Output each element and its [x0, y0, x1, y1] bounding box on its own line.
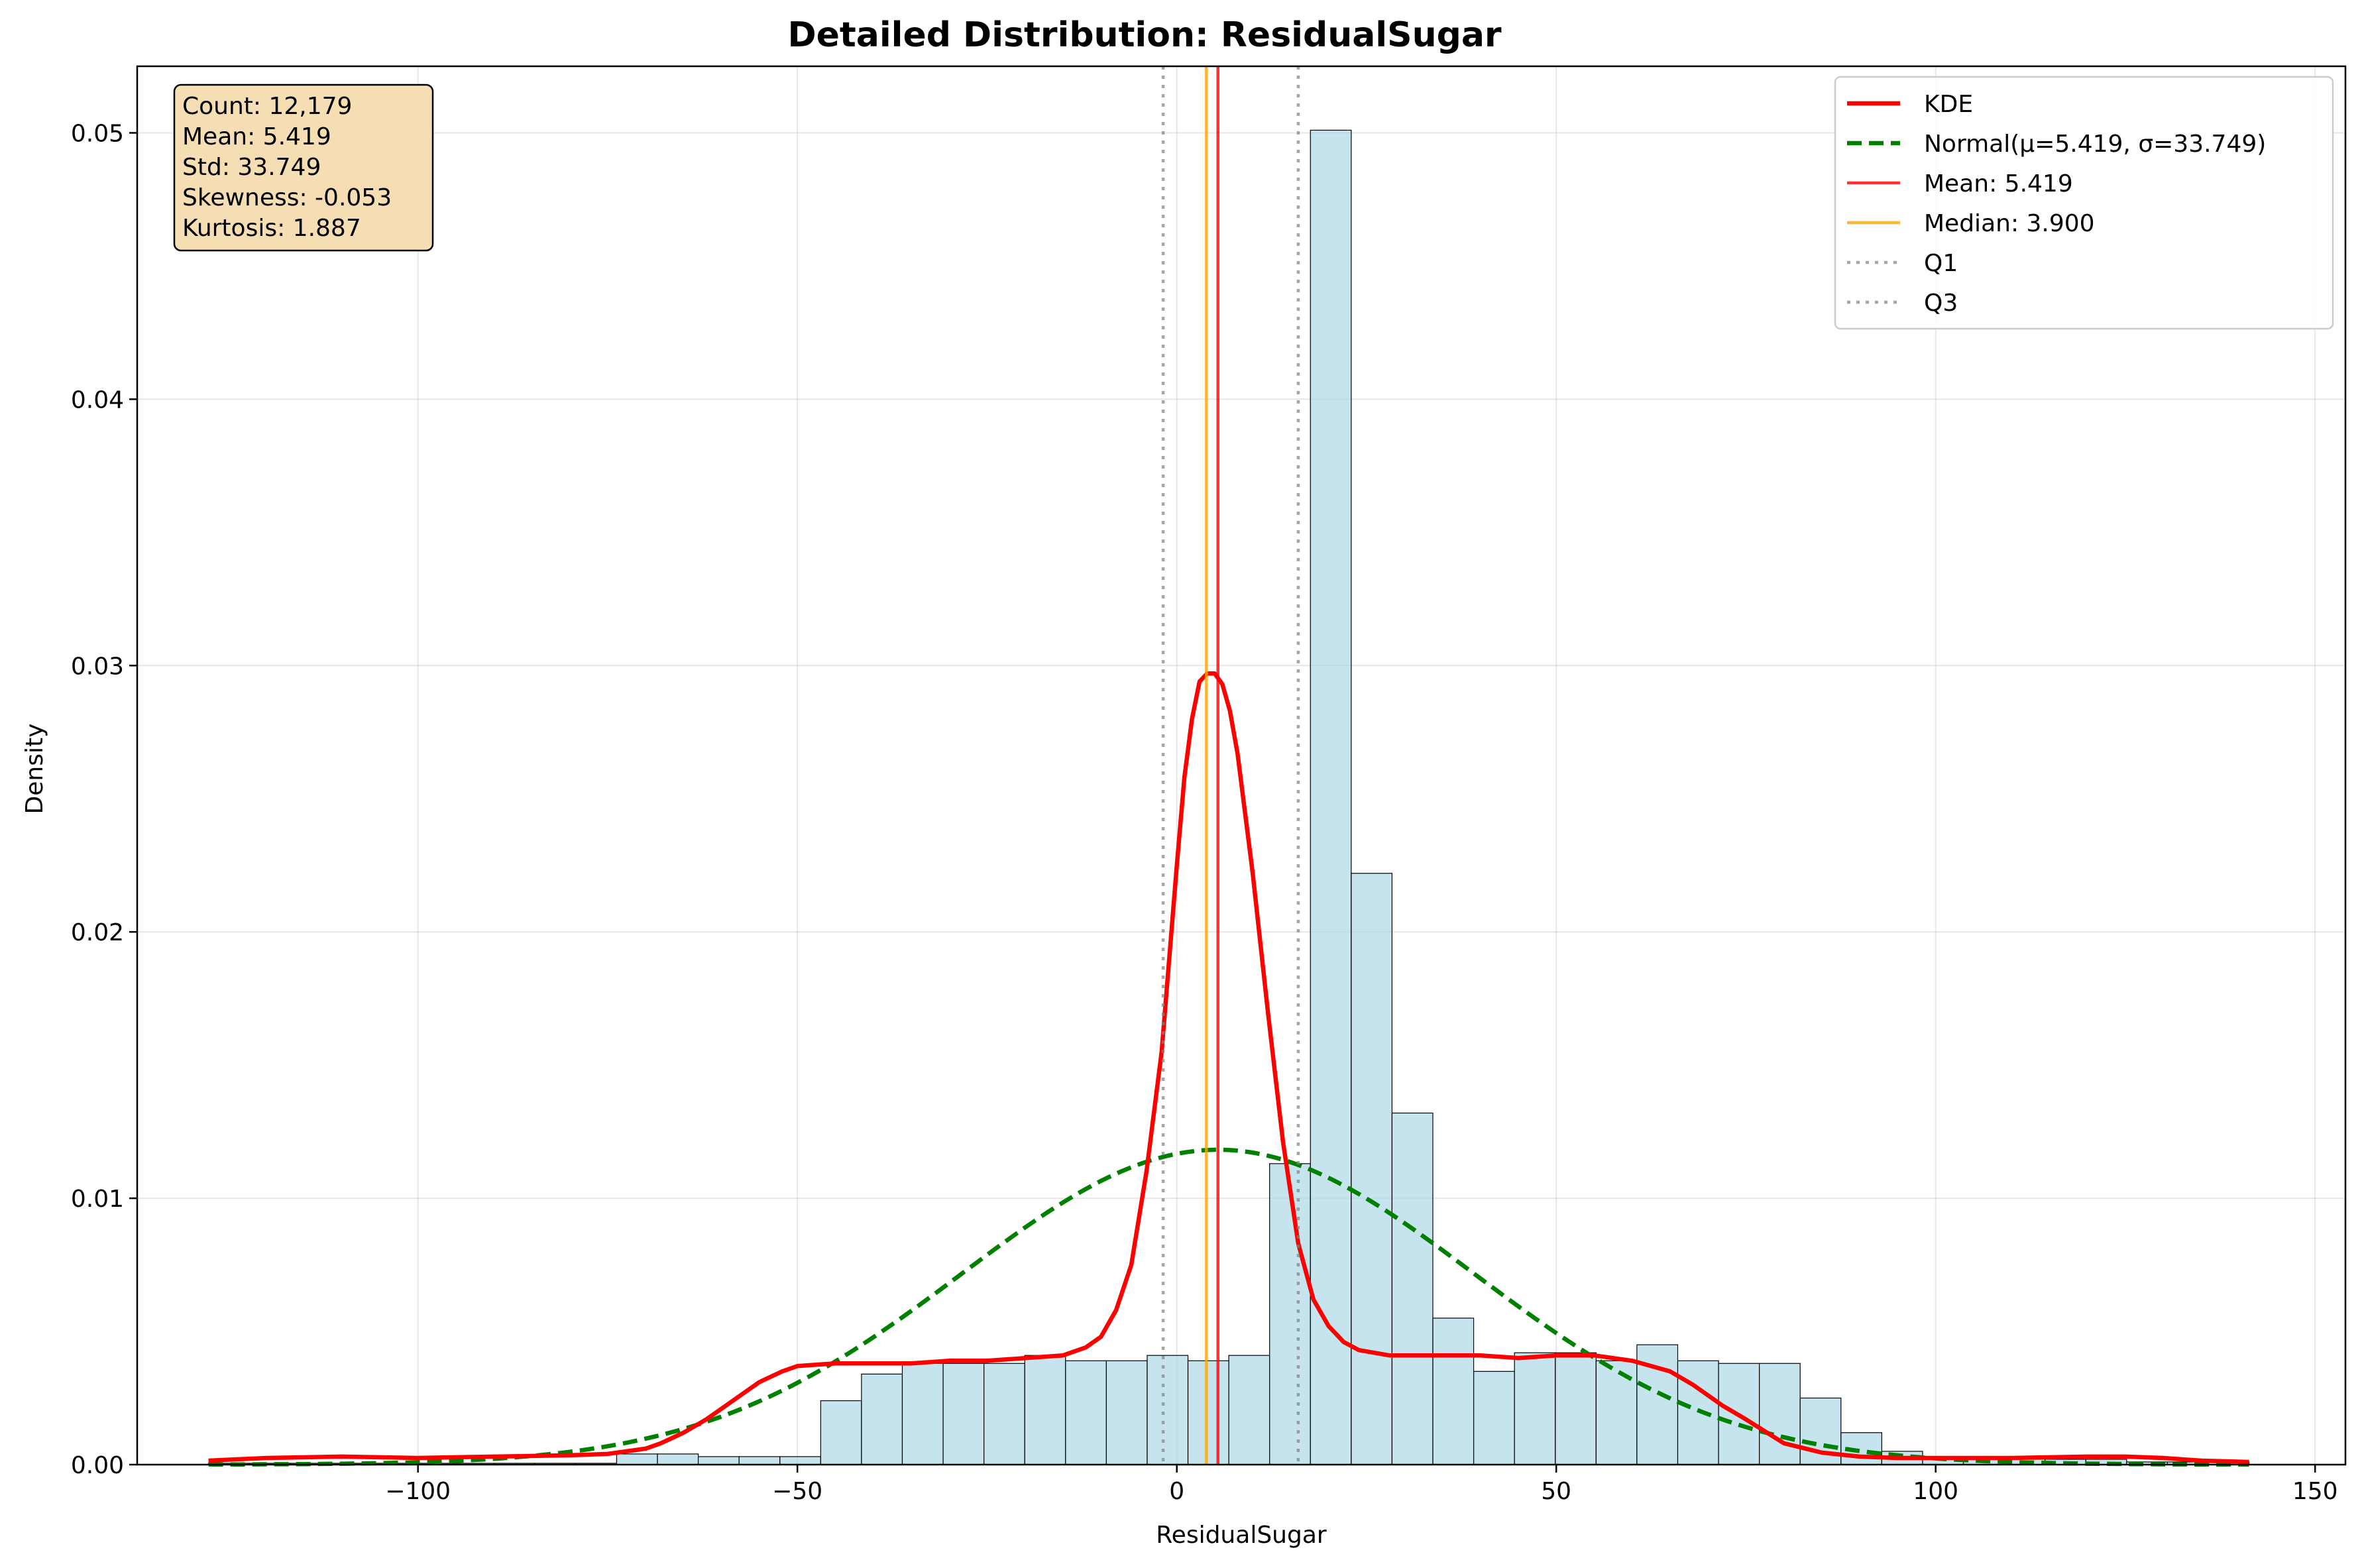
legend-box [1834, 76, 2334, 330]
legend-entry-q1: Q1 [1847, 250, 1958, 277]
x-tick-label: 50 [1541, 1478, 1571, 1505]
reference-lines-layer [1161, 66, 1300, 1465]
x-ticks: −100 −50 0 50 100 150 [385, 1465, 2338, 1505]
histogram-bar [738, 1456, 781, 1465]
y-axis-label: Density [21, 724, 48, 814]
y-tick-label: 0.01 [71, 1186, 124, 1213]
x-tick-label: −100 [385, 1478, 451, 1505]
stats-mean: Mean: 5.419 [182, 123, 331, 150]
histogram-bar [1595, 1360, 1638, 1465]
legend-entry-median: Median: 3.900 [1847, 210, 2095, 237]
stats-std: Std: 33.749 [182, 154, 321, 181]
histogram-bar [1514, 1352, 1556, 1465]
stats-skewness: Skewness: -0.053 [182, 184, 392, 211]
legend-entries: KDE Normal(μ=5.419, σ=33.749) Mean: 5.419 M… [1847, 91, 2266, 317]
histogram-bar [1391, 1112, 1434, 1465]
legend-label: Q3 [1924, 290, 1958, 317]
histogram-bar [1228, 1355, 1270, 1465]
curve-layer [208, 671, 2249, 1467]
histogram-bar [901, 1363, 944, 1465]
histogram-bar [1187, 1360, 1229, 1465]
histogram-bar [1677, 1360, 1719, 1465]
y-tick-label: 0.02 [71, 919, 124, 946]
histogram-bar [1432, 1317, 1475, 1465]
legend-entry-kde: KDE [1847, 91, 1973, 118]
legend-label: Median: 3.900 [1924, 210, 2095, 237]
stats-box-background [173, 84, 434, 252]
chart-title: Detailed Distribution: ResidualSugar [787, 15, 1501, 55]
stats-count: Count: 12,179 [182, 93, 352, 120]
x-tick-label: 150 [2292, 1478, 2338, 1505]
histogram-bar [861, 1373, 903, 1465]
legend-label: KDE [1924, 91, 1973, 118]
legend: KDE Normal(μ=5.419, σ=33.749) Mean: 5.419 M… [1834, 76, 2334, 330]
stats-box: Count: 12,179 Mean: 5.419 Std: 33.749 Sk… [173, 84, 434, 252]
legend-label: Q1 [1924, 250, 1958, 277]
x-axis-label: ResidualSugar [1156, 1522, 1327, 1549]
y-tick-label: 0.00 [71, 1452, 124, 1479]
legend-entry-normal: Normal(μ=5.419, σ=33.749) [1847, 131, 2266, 158]
legend-label: Normal(μ=5.419, σ=33.749) [1924, 131, 2266, 158]
histogram-bar [1759, 1363, 1801, 1465]
histogram-bar [779, 1456, 821, 1465]
x-tick-label: 0 [1169, 1478, 1184, 1505]
grid-layer [137, 66, 2345, 1465]
histogram-bar [697, 1456, 740, 1465]
x-tick-label: −50 [772, 1478, 822, 1505]
histogram-bar [942, 1363, 985, 1465]
histogram-bar [1105, 1360, 1148, 1465]
y-tick-label: 0.05 [71, 120, 124, 147]
y-ticks: 0.00 0.01 0.02 0.03 0.04 0.05 [71, 120, 137, 1479]
histogram-bar [616, 1453, 658, 1465]
stats-kurtosis: Kurtosis: 1.887 [182, 215, 361, 242]
histogram-bar [820, 1400, 862, 1465]
y-tick-label: 0.04 [71, 386, 124, 414]
histogram-bar [1555, 1352, 1597, 1465]
histogram-bar [1024, 1355, 1066, 1465]
histogram-bar [1473, 1371, 1515, 1465]
x-tick-label: 100 [1913, 1478, 1958, 1505]
legend-entry-q3: Q3 [1847, 290, 1958, 317]
y-tick-label: 0.03 [71, 653, 124, 680]
histogram-bar [1147, 1355, 1189, 1465]
histogram-bar [1065, 1360, 1107, 1465]
legend-entry-mean: Mean: 5.419 [1847, 170, 2073, 197]
legend-label: Mean: 5.419 [1924, 170, 2073, 197]
plot-frame [136, 65, 2347, 1466]
histogram-bar [1351, 873, 1393, 1465]
histogram-bar [984, 1363, 1025, 1465]
histogram-bar [657, 1453, 699, 1465]
histogram-bar [1269, 1163, 1311, 1465]
histogram-bar [1310, 129, 1352, 1465]
kde-curve [208, 671, 2249, 1465]
